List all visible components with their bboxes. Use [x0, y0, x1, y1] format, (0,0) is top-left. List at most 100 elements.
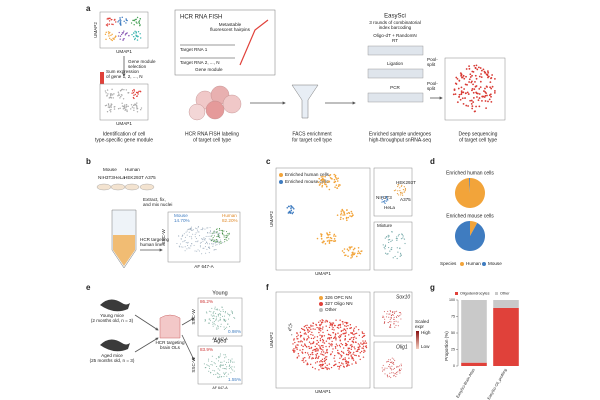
cell-dot [321, 184, 324, 187]
cell-dot [363, 334, 366, 337]
cell-dot [140, 107, 143, 109]
cell-dot [216, 372, 218, 374]
pie-slice [469, 178, 470, 193]
cell-dot [227, 324, 229, 326]
cell-dot [133, 24, 135, 26]
cell-dot [391, 247, 393, 249]
cell-dot [465, 68, 468, 70]
cell-dot [110, 103, 112, 105]
cell-dot [340, 216, 342, 219]
cell-dot [384, 237, 386, 239]
cell-dot [219, 364, 221, 366]
cell-dot [324, 321, 326, 323]
cell-dot [223, 315, 225, 317]
panel-label: d [430, 157, 435, 166]
cell-dot [317, 350, 319, 352]
cell-dot [351, 246, 353, 248]
cell-dot [357, 246, 360, 249]
cell-cluster [188, 85, 242, 121]
cell-dot [292, 343, 294, 345]
cell-dot [398, 315, 400, 317]
box-text: Pool- [427, 81, 438, 86]
cell-dot [392, 311, 394, 313]
cell-dot [331, 178, 333, 180]
cell-dot [297, 341, 300, 343]
cell-dot [346, 344, 348, 346]
caption: of target cell type [459, 137, 497, 143]
cell-dot [119, 21, 122, 23]
cell-dot [314, 328, 316, 330]
cell-dot [299, 336, 302, 338]
cell-dot [215, 228, 217, 230]
plate [367, 68, 424, 79]
cell-dot [231, 311, 233, 313]
cell-dot [385, 200, 388, 202]
cell-dot [472, 97, 475, 99]
cell-dot [186, 230, 188, 232]
cell-dot [292, 211, 295, 214]
cell-dot [394, 373, 396, 375]
cell-dot [487, 100, 489, 103]
cell-dot [215, 319, 217, 321]
cell-dot [322, 363, 324, 366]
cell-dot [139, 24, 141, 27]
cell-dot [290, 211, 292, 213]
cell-dot [107, 93, 109, 95]
cell-dot [339, 218, 342, 221]
cell-dot [136, 108, 138, 110]
cell-dot [389, 326, 391, 328]
umap-frame [373, 221, 413, 271]
cell-dot [396, 193, 399, 195]
cell-dot [226, 235, 228, 237]
cell-dot [135, 18, 137, 21]
cell-dot [331, 239, 333, 242]
cell-dot [197, 231, 199, 233]
cell-dot [352, 353, 354, 355]
cell-dot [328, 180, 330, 183]
cell-dot [136, 111, 139, 113]
cell-dot [111, 33, 113, 36]
cell-dot [114, 18, 116, 21]
cell-dot [328, 240, 331, 243]
cell-dot [314, 345, 316, 348]
cell-dot [296, 344, 298, 346]
cell-dot [363, 351, 365, 354]
cell-dot [483, 90, 485, 92]
cell-dot [105, 24, 108, 26]
cell-dot [123, 107, 125, 110]
pie-slice [470, 221, 478, 236]
legend-text: Enriched human cells [285, 172, 330, 177]
cell-dot [478, 87, 481, 90]
cell-dot [396, 310, 398, 312]
cell-dot [105, 31, 107, 34]
cell-dot [321, 321, 324, 323]
mouse-icon [100, 339, 130, 352]
cell-dot [291, 212, 294, 215]
cell-dot [350, 215, 353, 218]
cell-dot [130, 104, 133, 106]
cell-dot [220, 326, 222, 328]
dishes [96, 183, 155, 191]
cell-dot [211, 234, 213, 236]
cell-dot [212, 323, 214, 325]
cell-dot [204, 246, 206, 248]
cell-dot [190, 236, 192, 238]
cell-dot [458, 95, 461, 98]
cell-dot [384, 244, 387, 246]
cell-dot [464, 97, 466, 99]
cell-dot [396, 239, 398, 242]
cell-dot [393, 312, 395, 314]
box-text: RT [392, 38, 398, 43]
cell-dot [321, 353, 324, 356]
cell-dot [133, 32, 135, 34]
cell-dot [487, 71, 490, 74]
cell-dot [197, 226, 199, 228]
cell-dot [214, 370, 216, 372]
cell-dot [398, 312, 400, 314]
cell-dot [231, 358, 233, 360]
cell-dot [323, 354, 325, 356]
cell-dot [301, 351, 303, 353]
cell-dot [361, 331, 363, 333]
cell-dot [322, 346, 324, 348]
cell-dot [217, 325, 219, 327]
